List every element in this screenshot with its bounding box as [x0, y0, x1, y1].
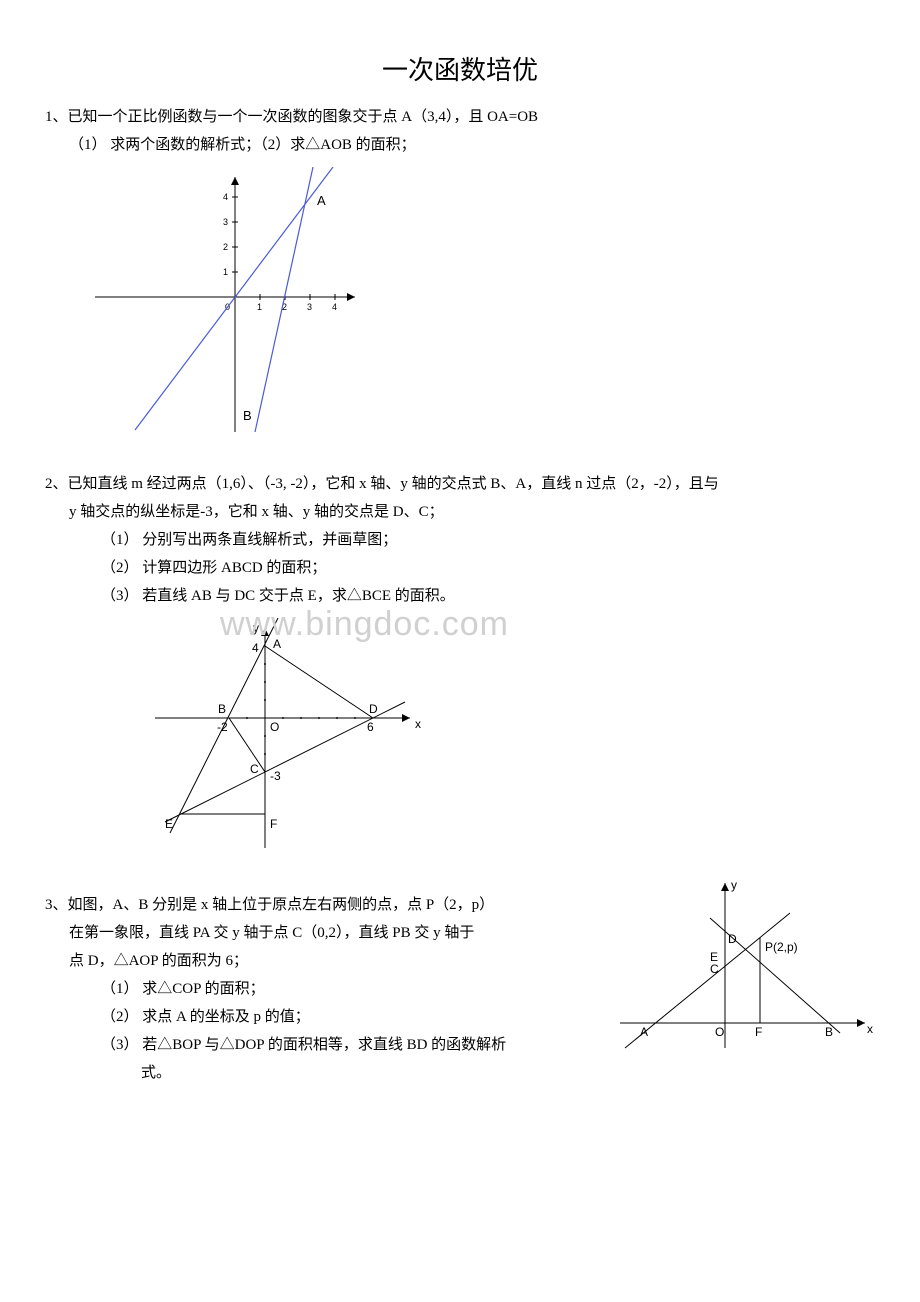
- p2-sub3: （3） 若直线 AB 与 DC 交于点 E，求△BCE 的面积。: [45, 584, 875, 608]
- p1-heading: 1、已知一个正比例函数与一个一次函数的图象交于点 A（3,4），且 OA=OB: [45, 105, 875, 129]
- p2-sub1: （1） 分别写出两条直线解析式，并画草图；: [45, 528, 875, 552]
- point-a3: A: [640, 1025, 648, 1039]
- tick-m2: -2: [217, 720, 228, 734]
- p3-sub1: （1） 求△COP 的面积；: [45, 977, 597, 1001]
- x-axis-label: x: [415, 717, 421, 731]
- y-axis-label-3: y: [731, 878, 737, 892]
- page-title: 一次函数培优: [45, 50, 875, 87]
- point-e2: E: [165, 817, 173, 831]
- p2-figure: x y O 4 A B -2 C -3 D 6 E F: [135, 618, 875, 858]
- point-a2: A: [273, 637, 281, 651]
- p3-sub3: （3） 若△BOP 与△DOP 的面积相等，求直线 BD 的函数解析: [45, 1033, 597, 1057]
- p3-heading: 3、如图，A、B 分别是 x 轴上位于原点左右两侧的点，点 P（2，p）: [45, 893, 597, 917]
- p3-line2: 在第一象限，直线 PA 交 y 轴于点 C（0,2），直线 PB 交 y 轴于: [45, 921, 597, 945]
- p2-heading2: y 轴交点的纵坐标是-3，它和 x 轴、y 轴的交点是 D、C；: [45, 500, 875, 524]
- point-c3: C: [710, 962, 719, 976]
- point-b-label: B: [243, 408, 252, 423]
- tick-6: 6: [367, 720, 374, 734]
- y-tick-3: 3: [223, 217, 228, 227]
- point-f2: F: [270, 817, 277, 831]
- origin-label-3: O: [715, 1025, 724, 1039]
- point-d3: D: [728, 932, 737, 946]
- p3-sub3b: 式。: [45, 1061, 597, 1085]
- point-d2: D: [369, 702, 378, 716]
- point-c2: C: [250, 762, 259, 776]
- x-tick-4: 4: [332, 302, 337, 312]
- point-b2: B: [218, 702, 226, 716]
- p2-heading: 2、已知直线 m 经过两点（1,6）、（-3, -2），它和 x 轴、y 轴的交…: [45, 472, 875, 496]
- point-p3: P(2,p): [765, 940, 798, 954]
- x-tick-3: 3: [307, 302, 312, 312]
- y-axis-label: y: [253, 621, 259, 635]
- problem-3: 3、如图，A、B 分别是 x 轴上位于原点左右两侧的点，点 P（2，p） 在第一…: [45, 893, 875, 1089]
- p1-sub1: （1） 求两个函数的解析式；（2）求△AOB 的面积；: [45, 133, 875, 157]
- y-tick-1: 1: [223, 267, 228, 277]
- y-tick-4: 4: [223, 192, 228, 202]
- y-tick-2: 2: [223, 242, 228, 252]
- origin-label-2: O: [270, 720, 279, 734]
- x-axis-label-3: x: [867, 1022, 873, 1036]
- p3-sub2: （2） 求点 A 的坐标及 p 的值；: [45, 1005, 597, 1029]
- tick-4: 4: [252, 641, 259, 655]
- point-f3: F: [755, 1025, 762, 1039]
- p1-figure: 1 2 3 4 1 2 3 4 0: [85, 167, 875, 437]
- x-tick-1: 1: [257, 302, 262, 312]
- tick-m3: -3: [270, 769, 281, 783]
- point-a-label: A: [317, 193, 326, 208]
- point-b3: B: [825, 1025, 833, 1039]
- p3-line3: 点 D，△AOP 的面积为 6；: [45, 949, 597, 973]
- p3-figure: x y A B C D E O F P(2,p): [615, 873, 875, 1063]
- p2-sub2: （2） 计算四边形 ABCD 的面积；: [45, 556, 875, 580]
- point-e3: E: [710, 950, 718, 964]
- problem-1: 1、已知一个正比例函数与一个一次函数的图象交于点 A（3,4），且 OA=OB …: [45, 105, 875, 437]
- problem-2: 2、已知直线 m 经过两点（1,6）、（-3, -2），它和 x 轴、y 轴的交…: [45, 472, 875, 858]
